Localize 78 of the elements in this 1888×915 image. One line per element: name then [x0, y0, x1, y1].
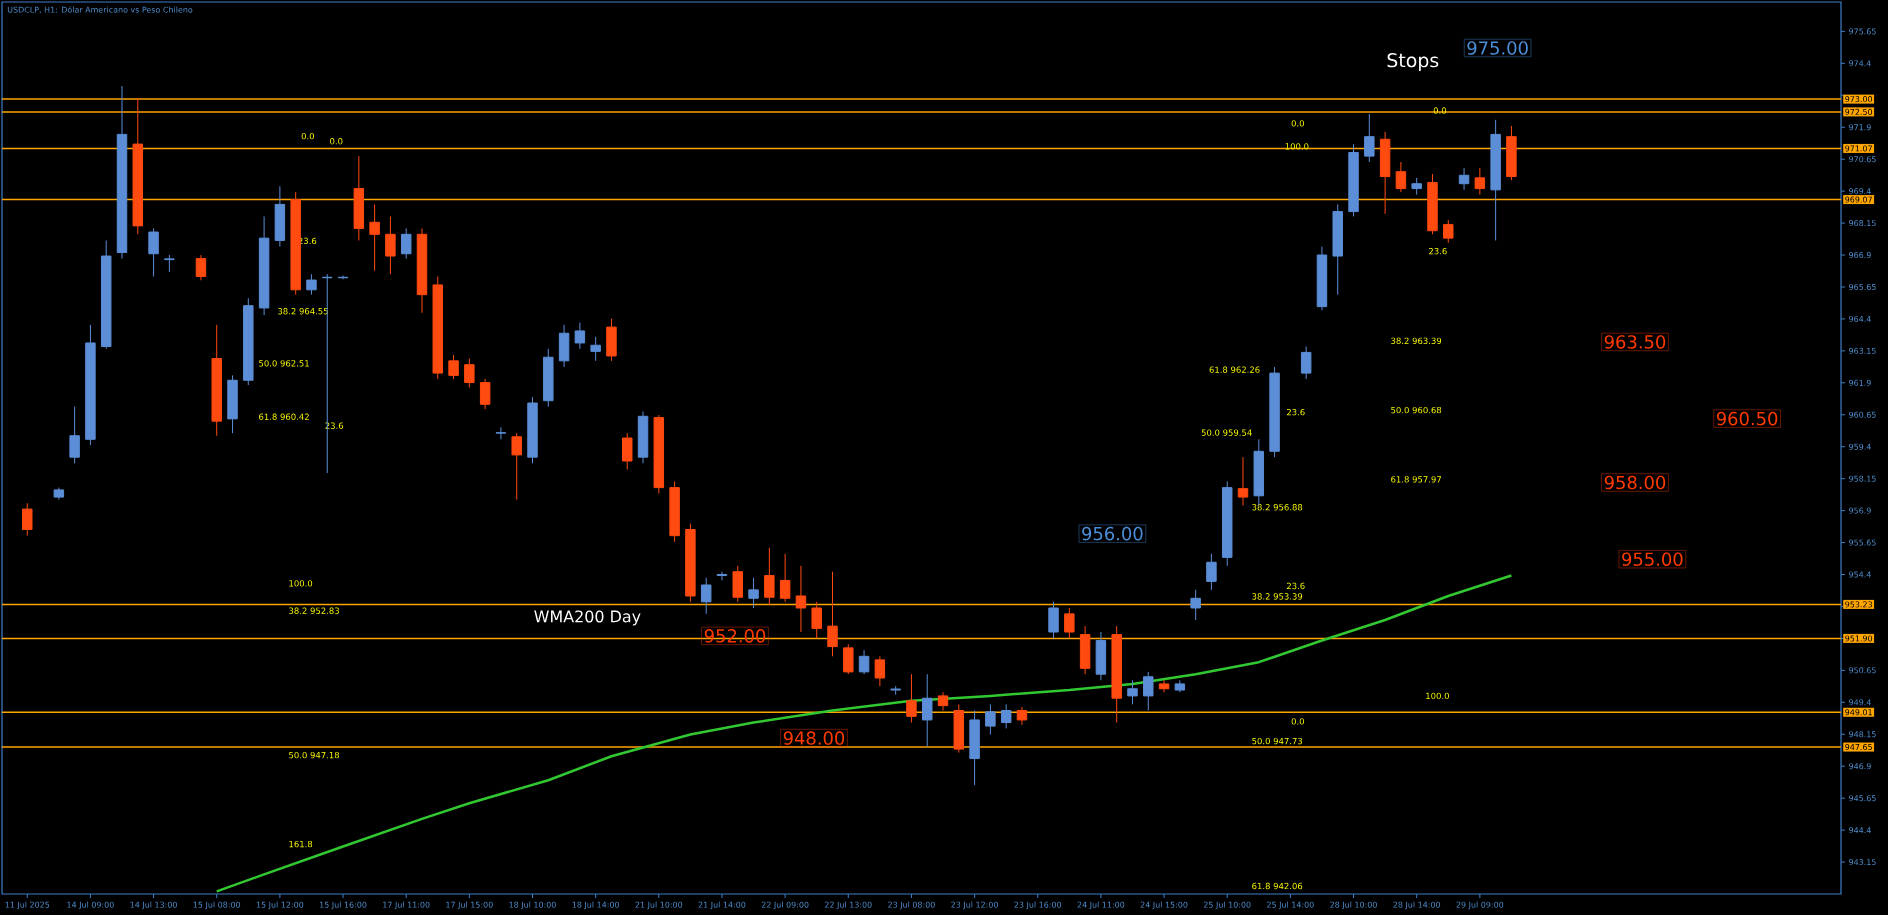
- candlestick: [795, 565, 807, 633]
- annotation: 50.0 960.68: [1391, 406, 1442, 414]
- candlestick: [1143, 671, 1154, 711]
- annotation: 958.00: [1604, 475, 1666, 490]
- line-series: [215, 574, 1513, 893]
- candlestick: [779, 553, 791, 603]
- annotation: 100.0: [1426, 692, 1449, 700]
- annotation: 38.2 956.88: [1252, 504, 1303, 511]
- candlestick: [495, 426, 507, 440]
- candlestick: [148, 227, 159, 277]
- annotation: 0.0: [1291, 718, 1304, 725]
- candlestick: [937, 691, 949, 711]
- annotation: 61.8 942.06: [1252, 882, 1303, 890]
- candlestick: [590, 336, 601, 362]
- annotation: 61.8 957.97: [1391, 476, 1441, 483]
- annotation: 50.0 947.73: [1252, 737, 1303, 745]
- candlestick: [448, 354, 459, 380]
- annotation: 963.50: [1604, 335, 1666, 349]
- candlestick: [385, 215, 396, 275]
- candlestick: [906, 673, 917, 723]
- candlestick: [858, 649, 870, 675]
- annotation: 38.2 952.83: [289, 607, 339, 614]
- annotation: 61.8 960.42: [259, 413, 309, 420]
- candlestick: [716, 571, 728, 581]
- candlestick: [748, 577, 759, 609]
- candlestick: [369, 203, 380, 272]
- candlestick: [1206, 553, 1217, 591]
- candlestick: [1127, 679, 1138, 705]
- candlestick: [700, 577, 712, 615]
- annotation: 50.0 959.54: [1201, 429, 1252, 436]
- annotation: 100.0: [289, 580, 313, 587]
- annotation: 61.8 962.26: [1209, 366, 1260, 373]
- annotation: 960.50: [1716, 411, 1778, 426]
- candlestick: [1158, 679, 1170, 693]
- candlestick: [69, 406, 80, 464]
- candlestick: [985, 703, 996, 736]
- candlestick: [511, 432, 522, 501]
- annotation: 948.00: [783, 731, 845, 745]
- candlestick: [195, 254, 207, 281]
- annotation: 0.0: [330, 138, 343, 145]
- candlestick: [1443, 219, 1454, 244]
- candlestick: [1190, 589, 1201, 621]
- candlestick: [1237, 456, 1249, 506]
- annotation: 50.0 962.51: [259, 360, 309, 367]
- annotation: 0.0: [301, 132, 315, 140]
- annotation: 161.8: [289, 840, 313, 848]
- candlestick: [464, 358, 475, 388]
- candlestick: [874, 655, 886, 687]
- annotation: 955.00: [1622, 552, 1683, 566]
- annotation: 50.0 947.18: [289, 751, 340, 759]
- candlestick: [764, 547, 775, 606]
- candlestick: [574, 322, 586, 350]
- candlestick: [22, 502, 33, 537]
- candlestick: [1458, 167, 1470, 191]
- annotation: 956.00: [1082, 526, 1143, 541]
- annotation: 0.0: [1291, 120, 1304, 127]
- candlestick: [827, 571, 838, 657]
- candlestick: [1300, 346, 1312, 380]
- candlestick: [922, 673, 933, 748]
- annotation: 38.2 953.39: [1252, 593, 1303, 600]
- annotation: Stops: [1387, 53, 1439, 72]
- candlestick: [1364, 113, 1375, 163]
- candlestick: [1474, 167, 1486, 196]
- candlestick: [1395, 161, 1407, 193]
- annotation: 0.0: [1433, 107, 1447, 114]
- candlestick: [622, 432, 633, 470]
- annotation: 38.2 963.39: [1391, 337, 1442, 345]
- candlestick: [400, 227, 412, 260]
- candlestick: [306, 273, 317, 296]
- annotation: 975.00: [1467, 41, 1528, 55]
- candlestick: [1000, 703, 1012, 729]
- candlestick: [479, 378, 491, 410]
- annotation: 23.6: [1429, 247, 1447, 255]
- annotation: 23.6: [1286, 582, 1305, 590]
- annotation: WMA200 Day: [534, 610, 641, 626]
- candlestick: [1064, 607, 1075, 639]
- annotation: 23.6: [1286, 408, 1305, 416]
- candlestick: [811, 601, 822, 639]
